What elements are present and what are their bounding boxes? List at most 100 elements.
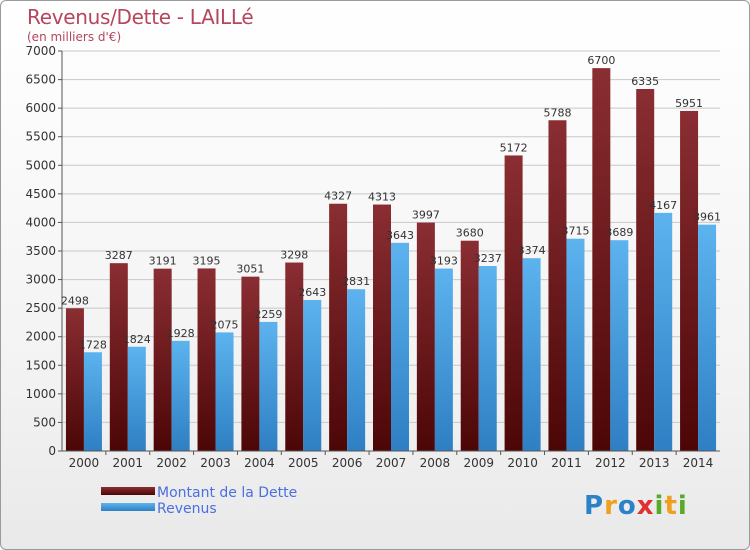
data-label: 5172 [500,141,528,154]
y-tick-label: 6000 [25,101,56,115]
data-label: 2075 [211,318,239,331]
data-label: 3689 [605,226,633,239]
data-label: 4313 [368,191,396,204]
x-tick-label: 2005 [288,456,319,470]
bar-revenus [698,224,717,451]
bar-dette [548,120,567,451]
chart-subtitle: (en milliers d'€) [27,30,122,44]
proxiti-logo: Proxiti [584,491,688,521]
data-label: 3195 [193,254,221,267]
data-labels: 2498 1728 3287 1824 3191 1928 3195 2075 3051 2259… [61,54,721,351]
bar-dette [329,203,348,451]
x-tick-label: 2011 [551,456,582,470]
x-tick-label: 2008 [420,456,451,470]
bar-revenus [303,299,322,451]
chart-title: Revenus/Dette - LAILLé [27,5,254,29]
y-tick-label: 1000 [25,387,56,401]
data-label: 3193 [430,255,458,268]
bar-revenus [522,258,541,451]
y-tick-label: 4500 [25,187,56,201]
data-label: 3961 [693,211,721,224]
data-label: 6700 [587,54,615,67]
bars [65,68,717,452]
data-label: 5788 [543,106,571,119]
data-label: 3051 [236,263,264,276]
bar-dette [460,240,479,451]
bar-dette [109,263,128,451]
data-label: 2831 [342,275,370,288]
logo-letter: x [636,491,655,521]
logo-letter: o [617,491,637,521]
data-label: 3374 [518,244,546,257]
legend-label-dette: Montant de la Dette [157,485,298,501]
logo-letter: r [604,491,618,521]
data-label: 3237 [474,252,502,265]
bar-revenus [259,321,278,451]
bar-revenus [434,268,453,451]
data-label: 4327 [324,190,352,203]
x-tick-label: 2000 [69,456,100,470]
bar-revenus [478,266,497,451]
y-tick-label: 5000 [25,158,56,172]
bar-dette [197,268,216,451]
legend-swatch-revenus [101,503,155,511]
x-tick-label: 2013 [639,456,670,470]
data-label: 2259 [254,308,282,321]
bar-dette [636,89,655,451]
x-tick-label: 2012 [595,456,626,470]
bar-dette [241,276,260,451]
bar-dette [416,222,435,451]
x-tick-label: 2007 [376,456,407,470]
y-tick-label: 7000 [25,44,56,58]
x-tick-label: 2014 [683,456,714,470]
data-label: 3680 [456,227,484,240]
y-tick-label: 1500 [25,358,56,372]
x-tick-label: 2003 [200,456,231,470]
data-label: 4167 [649,199,677,212]
data-label: 3287 [105,249,133,262]
bar-revenus [215,332,234,451]
bar-dette [504,155,523,451]
bar-dette [65,308,84,451]
data-label: 1928 [167,327,195,340]
logo-letter: P [584,491,605,521]
y-tick-label: 2000 [25,330,56,344]
logo-letter: i [677,491,688,521]
bar-revenus [83,352,102,451]
y-tick-label: 2500 [25,301,56,315]
y-tick-label: 3500 [25,244,56,258]
bar-revenus [654,212,673,451]
x-tick-label: 2004 [244,456,275,470]
data-label: 2643 [298,286,326,299]
bar-dette [285,262,304,451]
logo-letter: i [654,491,665,521]
data-label: 3191 [149,255,177,268]
y-tick-label: 6500 [25,73,56,87]
bar-revenus [171,340,190,451]
y-tick-label: 5500 [25,130,56,144]
bar-revenus [347,289,366,451]
bar-dette [373,204,391,451]
y-tick-label: 4000 [25,215,56,229]
x-tick-label: 2001 [113,456,144,470]
data-label: 3997 [412,209,440,222]
bar-revenus [610,240,629,451]
legend-swatch-dette [101,487,155,495]
y-tick-label: 3000 [25,273,56,287]
bar-revenus [566,238,585,451]
x-tick-label: 2010 [507,456,538,470]
legend-label-revenus: Revenus [157,501,217,517]
bar-dette [680,110,699,451]
bar-revenus [127,346,146,451]
logo-letter: t [664,491,678,521]
x-tick-label: 2002 [156,456,187,470]
axes: 0 500 1000 1500 2000 2500 3000 3500 4000 4500 5000… [25,44,720,470]
data-label: 6335 [631,75,659,88]
data-label: 1728 [79,338,107,351]
y-tick-label: 0 [48,444,56,458]
data-label: 3643 [386,229,414,242]
bar-dette [153,268,172,451]
data-label: 1824 [123,333,151,346]
